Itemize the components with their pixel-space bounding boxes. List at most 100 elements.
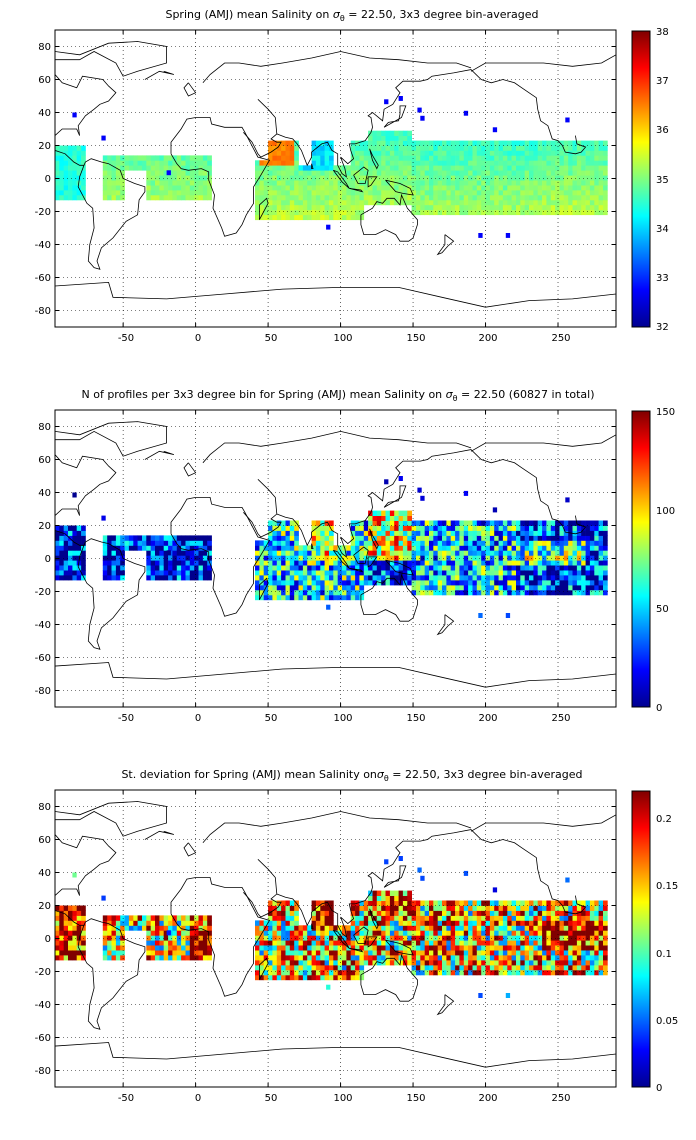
heatmap-cell <box>589 560 595 566</box>
heatmap-cell <box>285 209 291 216</box>
heatmap-cell <box>346 209 352 216</box>
heatmap-cell <box>485 160 491 166</box>
heatmap-cell <box>537 550 543 556</box>
heatmap-cell <box>485 535 491 541</box>
heatmap-cell <box>417 487 422 493</box>
heatmap-cell <box>59 930 64 936</box>
heatmap-cell <box>159 950 165 956</box>
heatmap-cell <box>429 145 434 151</box>
heatmap-cell <box>572 905 578 911</box>
heatmap-cell <box>307 575 312 581</box>
heatmap-cell <box>437 955 443 961</box>
heatmap-cell <box>381 540 386 546</box>
heatmap-cell <box>572 575 578 581</box>
heatmap-cell <box>542 195 547 201</box>
heatmap-cell <box>476 204 482 211</box>
heatmap-cell <box>511 525 517 531</box>
heatmap-cell <box>542 910 547 916</box>
heatmap-cell <box>598 140 604 146</box>
heatmap-cell <box>68 175 73 181</box>
heatmap-cell <box>576 535 582 541</box>
heatmap-cell <box>455 145 460 151</box>
heatmap-cell <box>272 195 278 201</box>
heatmap-cell <box>463 580 469 586</box>
heatmap-cell <box>363 550 369 556</box>
heatmap-cell <box>81 190 86 196</box>
heatmap-cell <box>146 935 151 941</box>
heatmap-cell <box>155 545 160 551</box>
heatmap-cell <box>568 589 573 596</box>
heatmap-cell <box>381 130 386 136</box>
heatmap-cell <box>424 199 430 206</box>
heatmap-cell <box>272 140 278 146</box>
heatmap-cell <box>489 930 495 936</box>
heatmap-cell <box>381 565 386 571</box>
heatmap-cell <box>355 974 360 981</box>
heatmap-cell <box>320 195 325 201</box>
heatmap-cell <box>407 545 412 551</box>
heatmap-cell <box>489 955 495 961</box>
heatmap-cell <box>433 204 438 211</box>
heatmap-cell <box>437 910 443 916</box>
heatmap-cell <box>185 170 191 176</box>
heatmap-cell <box>329 560 334 566</box>
heatmap-cell <box>576 160 582 166</box>
heatmap-cell <box>302 955 308 961</box>
heatmap-cell <box>302 170 308 176</box>
heatmap-cell <box>115 160 121 166</box>
heatmap-cell <box>537 964 543 971</box>
heatmap-cell <box>502 180 508 186</box>
heatmap-cell <box>559 150 565 156</box>
heatmap-cell <box>411 940 417 946</box>
heatmap-cell <box>150 550 156 556</box>
heatmap-cell <box>385 515 391 521</box>
heatmap-cell <box>516 915 521 921</box>
heatmap-cell <box>416 555 421 561</box>
heatmap-cell <box>59 145 64 151</box>
heatmap-cell <box>63 910 69 916</box>
heatmap-cell <box>359 555 365 561</box>
heatmap-cell <box>337 550 343 556</box>
heatmap-cell <box>598 180 604 186</box>
heatmap-cell <box>181 160 186 166</box>
heatmap-cell <box>455 535 460 541</box>
heatmap-cell <box>576 525 582 531</box>
heatmap-cell <box>389 545 395 551</box>
heatmap-cell <box>181 940 186 946</box>
heatmap-cell <box>533 199 539 206</box>
heatmap-cell <box>81 150 86 156</box>
y-tick-label: 60 <box>38 75 51 86</box>
heatmap-cell <box>468 900 473 906</box>
heatmap-cell <box>498 940 504 946</box>
heatmap-cell <box>315 525 321 531</box>
heatmap-cell <box>324 575 330 581</box>
heatmap-cell <box>437 180 443 186</box>
grid-lines <box>55 790 616 1087</box>
heatmap-cell <box>576 199 582 206</box>
heatmap-cell <box>603 940 608 946</box>
heatmap-cell <box>311 974 317 981</box>
heatmap-cell <box>402 175 408 181</box>
heatmap-cell <box>198 565 204 571</box>
heatmap-cell <box>263 940 269 946</box>
heatmap-cell <box>350 974 356 981</box>
heatmap-cell <box>207 930 212 936</box>
heatmap-cell <box>350 190 356 196</box>
heatmap-cell <box>511 140 517 146</box>
heatmap-cell <box>502 525 508 531</box>
heatmap-cell <box>529 530 534 536</box>
heatmap-cell <box>276 945 282 951</box>
heatmap-cell <box>359 150 365 156</box>
heatmap-cell <box>272 950 278 956</box>
heatmap-cell <box>485 584 491 591</box>
heatmap-cell <box>311 935 317 941</box>
heatmap-cell <box>376 565 382 571</box>
heatmap-cell <box>585 935 591 941</box>
heatmap-cell <box>407 560 412 566</box>
heatmap-cell <box>437 930 443 936</box>
heatmap-cell <box>542 209 547 216</box>
coastline-segment <box>436 614 455 636</box>
heatmap-cell <box>420 115 425 121</box>
heatmap-cell <box>307 204 312 211</box>
heatmap-cell <box>394 515 399 521</box>
